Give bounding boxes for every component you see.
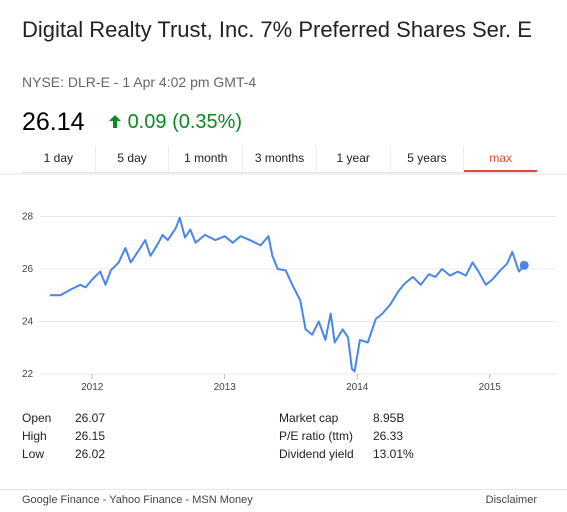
price-line xyxy=(49,216,525,373)
change: 0.09 (0.35%) xyxy=(108,111,242,134)
range-tab[interactable]: 1 day xyxy=(22,146,96,172)
subtitle: NYSE: DLR-E - 1 Apr 4:02 pm GMT-4 xyxy=(22,74,257,90)
range-tab[interactable]: 1 month xyxy=(169,146,244,172)
change-value: 0.09 xyxy=(127,111,167,133)
x-tick-label: 2013 xyxy=(214,382,237,393)
x-tick-label: 2012 xyxy=(81,382,104,393)
stat-label: P/E ratio (ttm) xyxy=(279,429,354,443)
x-tick-label: 2014 xyxy=(346,382,369,393)
stat-label: Open xyxy=(22,411,52,425)
y-tick-label: 24 xyxy=(22,317,34,328)
stat-value: 26.07 xyxy=(75,411,106,425)
last-point xyxy=(519,260,529,270)
y-tick-label: 22 xyxy=(22,369,34,380)
stat-label: Low xyxy=(22,447,45,461)
y-tick-label: 28 xyxy=(22,212,34,223)
up-arrow xyxy=(109,115,121,128)
range-tab[interactable]: 1 year xyxy=(317,146,391,172)
x-tick-label: 2015 xyxy=(479,382,502,393)
change-percent: (0.35%) xyxy=(172,111,243,133)
y-tick-label: 26 xyxy=(22,264,34,275)
stat-value: 26.15 xyxy=(75,429,106,443)
range-tab[interactable]: 5 day xyxy=(96,146,170,172)
footer-disclaimer[interactable]: Disclaimer xyxy=(485,494,537,506)
chart: 22 24 26 28 2012 2013 2014 2015 xyxy=(0,173,567,393)
range-tab[interactable]: max xyxy=(464,146,538,172)
range-tab[interactable]: 5 years xyxy=(391,146,465,172)
footer-sources[interactable]: Google Finance - Yahoo Finance - MSN Mon… xyxy=(22,494,253,506)
stat-value: 13.01% xyxy=(373,447,414,461)
range-tabs: 1 day 5 day 1 month 3 months 1 year 5 years ma… xyxy=(22,146,538,173)
title: Digital Realty Trust, Inc. 7% Preferred … xyxy=(22,17,532,42)
stat-label: Market cap xyxy=(279,411,339,425)
footer-rule xyxy=(0,489,567,490)
stat-value: 26.02 xyxy=(75,447,106,461)
stat-label: Dividend yield xyxy=(279,447,354,461)
price: 26.14 xyxy=(22,108,85,136)
stat-label: High xyxy=(22,429,47,443)
stat-value: 26.33 xyxy=(373,429,404,443)
stat-value: 8.95B xyxy=(373,411,405,425)
range-tab[interactable]: 3 months xyxy=(243,146,317,172)
